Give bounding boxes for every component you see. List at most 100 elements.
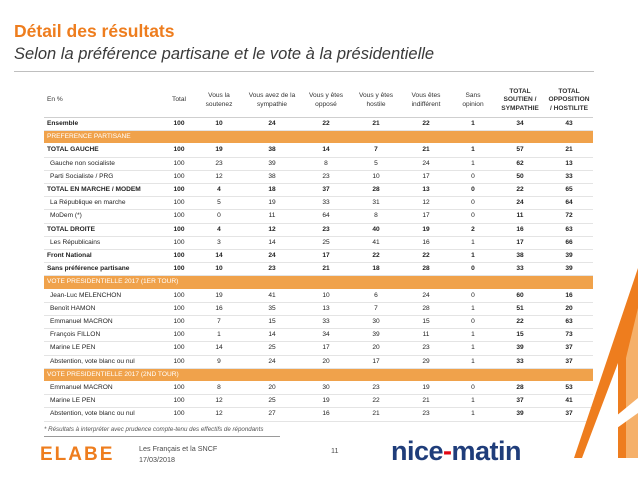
table-cell: 15 xyxy=(495,328,545,343)
table-cell: 17 xyxy=(301,249,351,264)
table-cell: 100 xyxy=(163,394,195,409)
row-label: Emmanuel MACRON xyxy=(44,381,163,396)
table-cell: 24 xyxy=(243,117,301,132)
table-cell: 33 xyxy=(301,196,351,211)
table-cell: 5 xyxy=(351,157,401,171)
table-cell: 22 xyxy=(495,183,545,198)
table-cell: 17 xyxy=(401,209,451,224)
table-cell: 100 xyxy=(163,170,195,185)
table-cell: 19 xyxy=(301,394,351,409)
column-header: Vous avez de la sympathie xyxy=(243,84,301,118)
table-cell: 25 xyxy=(301,236,351,251)
table-row: TOTAL EN MARCHE / MODEM 100 4 18 37 28 13 0 22 65 xyxy=(44,183,593,198)
table-cell: 38 xyxy=(243,170,301,185)
document-date: 17/03/2018 xyxy=(139,455,175,464)
table-cell: 1 xyxy=(195,328,243,343)
column-header: TOTAL SOUTIEN / SYMPATHIE xyxy=(495,84,545,118)
table-row: Parti Socialiste / PRG 100 12 38 23 10 17 0 50 33 xyxy=(44,170,593,185)
table-cell: 15 xyxy=(401,315,451,330)
table-cell: 17 xyxy=(301,341,351,356)
table-cell: 7 xyxy=(195,315,243,330)
table-row: Abstention, vote blanc ou nul 100 12 27 16 21… xyxy=(44,407,593,422)
title-divider xyxy=(14,71,594,72)
table-cell: 4 xyxy=(195,183,243,198)
table-cell: 22 xyxy=(401,249,451,264)
table-cell: 43 xyxy=(545,117,593,132)
table-cell: 27 xyxy=(243,407,301,422)
table-cell: 63 xyxy=(545,223,593,237)
table-cell: 38 xyxy=(495,249,545,264)
table-row: Emmanuel MACRON 100 8 20 30 23 19 0 28 53 xyxy=(44,381,593,396)
table-cell: 100 xyxy=(163,249,195,264)
table-cell: 21 xyxy=(401,394,451,409)
column-header: TOTAL OPPOSITION / HOSTILITE xyxy=(545,84,593,118)
table-cell: 100 xyxy=(163,209,195,224)
table-cell: 1 xyxy=(451,302,495,317)
table-cell: 30 xyxy=(301,381,351,396)
table-cell: 20 xyxy=(351,341,401,356)
table-cell: 1 xyxy=(451,328,495,343)
table-cell: 33 xyxy=(545,170,593,185)
table-row: Ensemble 100 10 24 22 21 22 1 34 43 xyxy=(44,117,593,132)
table-cell: 7 xyxy=(351,302,401,317)
table-cell: 21 xyxy=(351,407,401,422)
table-cell: 21 xyxy=(545,143,593,158)
table-cell: 10 xyxy=(351,170,401,185)
row-label: Abstention, vote blanc ou nul xyxy=(44,355,163,369)
table-cell: 29 xyxy=(401,355,451,369)
table-cell: 41 xyxy=(243,289,301,303)
table-cell: 60 xyxy=(495,289,545,303)
section-label: VOTE PRESIDENTIELLE 2017 (1ER TOUR) xyxy=(44,275,593,290)
table-cell: 0 xyxy=(451,170,495,185)
table-cell: 64 xyxy=(301,209,351,224)
column-header: En % xyxy=(44,84,163,118)
row-label: Marine LE PEN xyxy=(44,394,163,409)
table-cell: 23 xyxy=(301,170,351,185)
row-label: Marine LE PEN xyxy=(44,341,163,356)
table-cell: 39 xyxy=(545,262,593,277)
table-cell: 20 xyxy=(243,381,301,396)
table-cell: 1 xyxy=(451,394,495,409)
table-cell: 100 xyxy=(163,183,195,198)
table-cell: 39 xyxy=(243,157,301,171)
table-body: Ensemble 100 10 24 22 21 22 1 34 43 PREFERENCE PAR… xyxy=(44,117,593,422)
table-cell: 2 xyxy=(451,223,495,237)
table-cell: 5 xyxy=(195,196,243,211)
nice-matin-logo-dot: - xyxy=(443,436,452,466)
nice-matin-logo-part2: matin xyxy=(451,436,522,466)
table-cell: 10 xyxy=(301,289,351,303)
table-cell: 9 xyxy=(195,355,243,369)
footer-info: Les Français et la SNCF 17/03/2018 xyxy=(139,443,217,465)
table-cell: 28 xyxy=(401,302,451,317)
table-cell: 10 xyxy=(195,262,243,277)
table-cell: 13 xyxy=(301,302,351,317)
row-label: Front National xyxy=(44,249,163,264)
table-row: TOTAL DROITE 100 4 12 23 40 19 2 16 63 xyxy=(44,223,593,237)
table-cell: 100 xyxy=(163,223,195,237)
table-row: Marine LE PEN 100 12 25 19 22 21 1 37 41 xyxy=(44,394,593,409)
table-cell: 23 xyxy=(195,157,243,171)
column-header: Vous la soutenez xyxy=(195,84,243,118)
table-cell: 37 xyxy=(495,394,545,409)
table-cell: 62 xyxy=(495,157,545,171)
table-cell: 19 xyxy=(243,196,301,211)
table-cell: 33 xyxy=(301,315,351,330)
section-header-row: VOTE PRESIDENTIELLE 2017 (2ND TOUR) xyxy=(44,368,593,383)
row-label: Benoît HAMON xyxy=(44,302,163,317)
table-cell: 37 xyxy=(545,355,593,369)
table-cell: 24 xyxy=(495,196,545,211)
table-cell: 72 xyxy=(545,209,593,224)
table-cell: 3 xyxy=(195,236,243,251)
table-cell: 100 xyxy=(163,262,195,277)
table-cell: 64 xyxy=(545,196,593,211)
table-cell: 0 xyxy=(195,209,243,224)
row-label: Sans préférence partisane xyxy=(44,262,163,277)
table-cell: 28 xyxy=(401,262,451,277)
table-cell: 12 xyxy=(195,407,243,422)
row-label: Les Républicains xyxy=(44,236,163,251)
table-cell: 16 xyxy=(301,407,351,422)
table-cell: 21 xyxy=(301,262,351,277)
table-cell: 25 xyxy=(243,341,301,356)
table-cell: 19 xyxy=(401,223,451,237)
page-title: Détail des résultats xyxy=(14,21,175,41)
